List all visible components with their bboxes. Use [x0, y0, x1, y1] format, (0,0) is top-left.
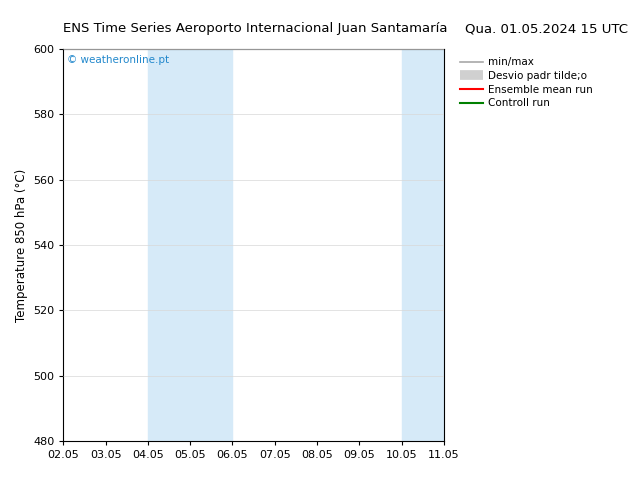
- Y-axis label: Temperature 850 hPa (°C): Temperature 850 hPa (°C): [15, 169, 27, 321]
- Text: ENS Time Series Aeroporto Internacional Juan Santamaría: ENS Time Series Aeroporto Internacional …: [63, 22, 448, 35]
- Text: © weatheronline.pt: © weatheronline.pt: [67, 55, 169, 65]
- Bar: [401, 49, 444, 441]
- Text: Qua. 01.05.2024 15 UTC: Qua. 01.05.2024 15 UTC: [465, 22, 628, 35]
- Bar: [190, 49, 233, 441]
- Bar: [444, 49, 486, 441]
- Bar: [148, 49, 190, 441]
- Legend: min/max, Desvio padr tilde;o, Ensemble mean run, Controll run: min/max, Desvio padr tilde;o, Ensemble m…: [456, 54, 596, 111]
